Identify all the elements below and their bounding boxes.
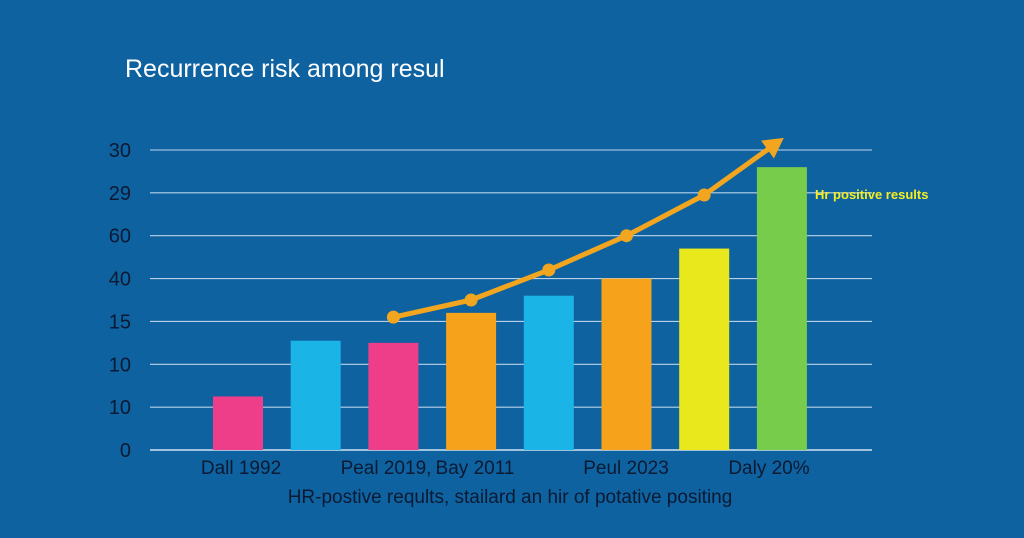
x-tick-label: Bay 2011: [436, 458, 515, 479]
y-tick-label: 29: [109, 183, 131, 205]
x-tick-label: Peal 2019,: [341, 458, 432, 479]
chart-title: Recurrence risk among resul: [125, 55, 445, 83]
bar: [679, 248, 730, 450]
trend-line-series: [386, 137, 784, 324]
y-tick-label: 10: [109, 397, 131, 419]
y-tick-label: 10: [109, 354, 131, 376]
trend-point: [386, 310, 400, 324]
y-tick-label: 30: [109, 140, 131, 162]
bar: [446, 312, 497, 450]
bar: [601, 278, 652, 450]
y-tick-label: 0: [120, 440, 131, 462]
x-axis-tick-labels: Dall 1992 Peal 2019, Bay 2011 Peul 2023 Daly…: [201, 458, 810, 479]
y-axis-tick-labels: 30 29 60 40 15 10 10 0: [109, 140, 131, 462]
y-tick-label: 60: [109, 226, 131, 248]
y-tick-label: 15: [109, 311, 131, 333]
bar: [368, 342, 419, 450]
trend-point: [464, 293, 478, 307]
gridlines: [150, 149, 872, 451]
bar: [213, 396, 263, 450]
trend-line: [390, 138, 782, 320]
trend-annotation: Hr positive results: [815, 187, 928, 202]
trend-arrowhead: [761, 137, 784, 159]
bar: [523, 295, 574, 450]
bars: [213, 167, 807, 450]
x-tick-label: Dall 1992: [201, 458, 281, 479]
y-tick-label: 40: [109, 269, 131, 291]
trend-point: [620, 229, 633, 243]
trend-point: [542, 263, 556, 277]
trend-point: [697, 188, 711, 202]
bar: [290, 340, 341, 450]
bar: [756, 167, 807, 450]
x-axis-title: HR-postive reqults, stailard an hir of p…: [288, 487, 733, 508]
x-tick-label: Peul 2023: [583, 458, 669, 479]
x-tick-label: Daly 20%: [728, 458, 809, 479]
